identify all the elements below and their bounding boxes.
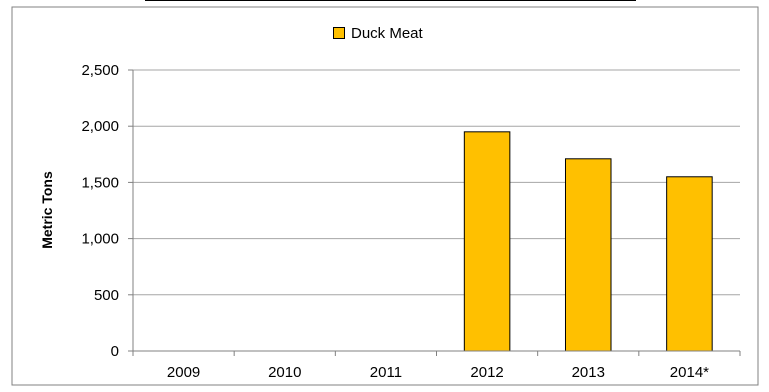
x-tick-label: 2013 — [572, 364, 605, 381]
bars — [463, 131, 713, 352]
y-tick-label: 0 — [111, 343, 119, 360]
x-tick-label: 2012 — [470, 364, 503, 381]
x-tick-label: 2011 — [370, 364, 402, 381]
y-tick-label: 2,000 — [81, 118, 119, 135]
x-tick-label: 2010 — [268, 364, 301, 381]
bar-2013 — [564, 158, 612, 352]
y-axis-label: Metric Tons — [39, 171, 55, 249]
gridlines — [128, 69, 740, 352]
legend-swatch — [333, 27, 345, 39]
bar-2012 — [463, 131, 511, 352]
y-tick-label: 1,000 — [81, 231, 119, 248]
x-tick-labels: 2009 2010 2011 2012 2013 2014* — [167, 364, 709, 381]
bar-2014* — [666, 176, 713, 352]
y-tick-labels: 0 500 1,000 1,500 2,000 2,500 — [81, 62, 119, 360]
y-tick-label: 500 — [94, 287, 119, 304]
legend: Duck Meat — [333, 23, 423, 43]
y-tick-label: 2,500 — [81, 62, 119, 79]
x-tick-label: 2014* — [670, 364, 709, 381]
title-underline — [145, 0, 636, 1]
legend-label: Duck Meat — [351, 24, 423, 42]
axes — [132, 70, 741, 356]
chart-border — [11, 6, 759, 386]
x-tick-label: 2009 — [167, 364, 200, 381]
y-tick-label: 1,500 — [81, 174, 119, 191]
